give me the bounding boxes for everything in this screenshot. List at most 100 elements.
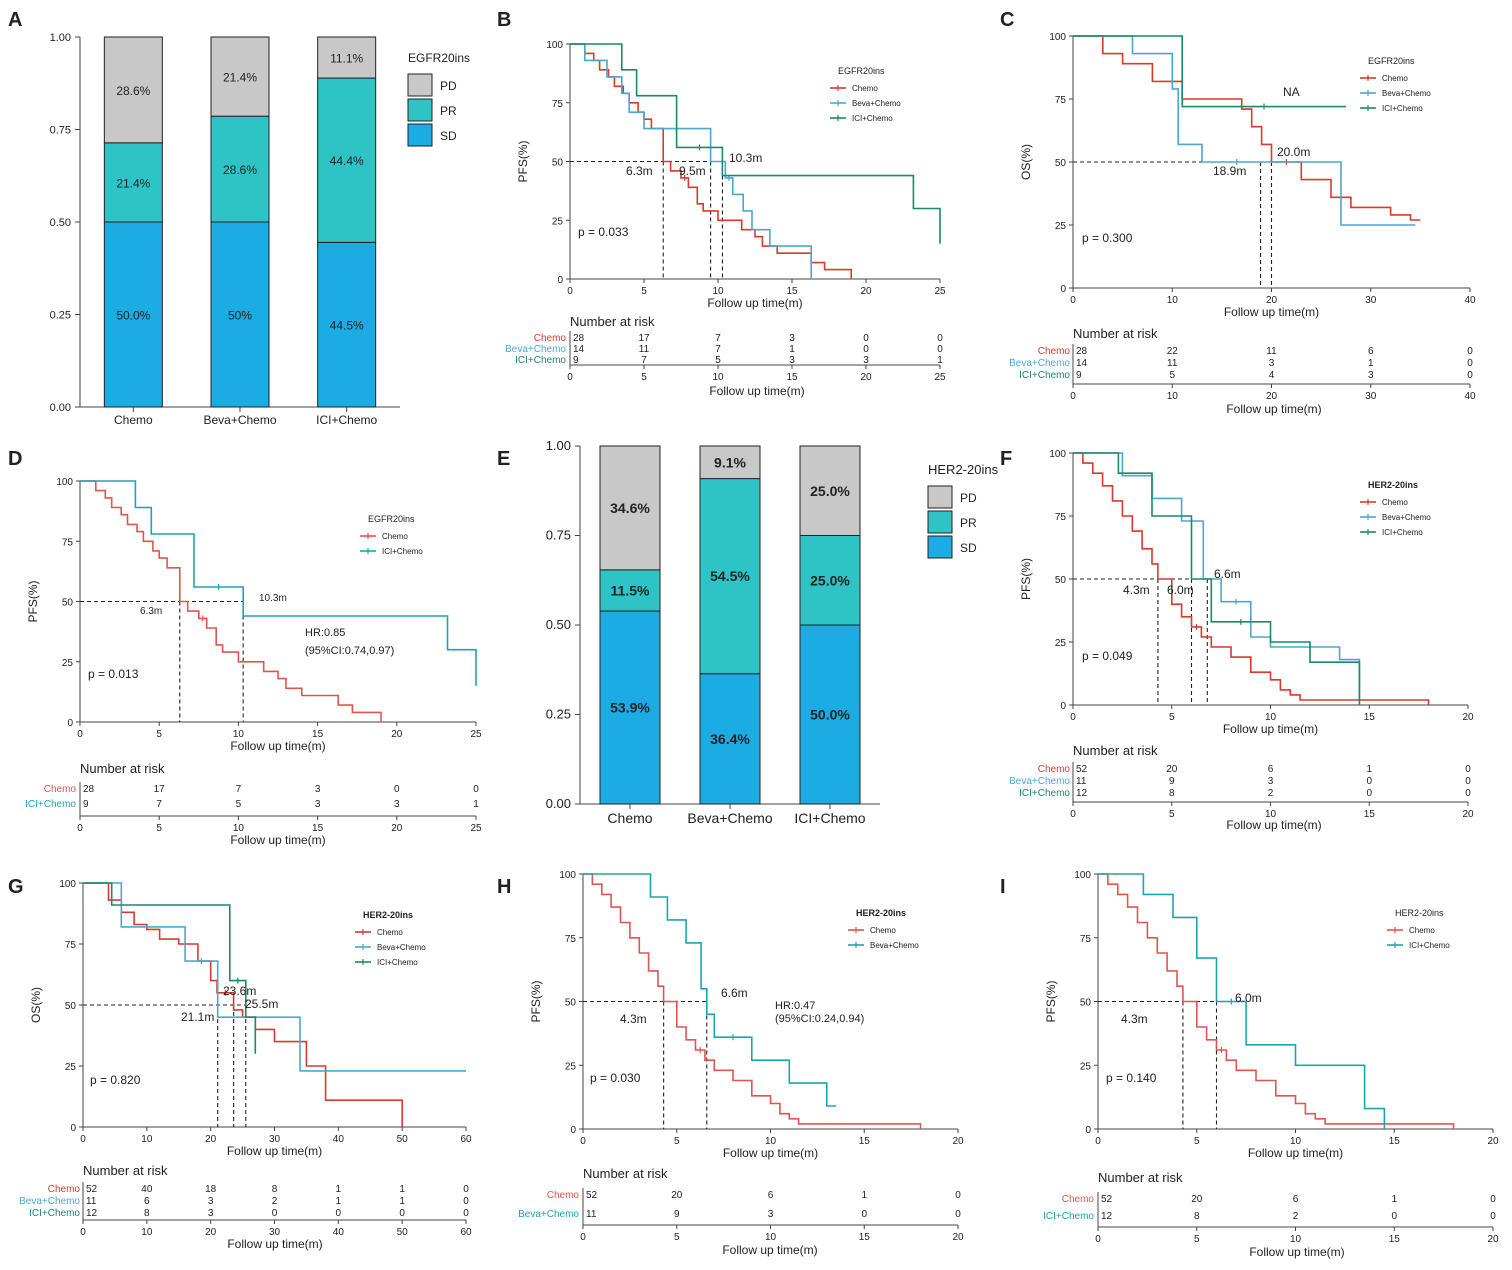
data-label: 11.5%	[611, 582, 650, 598]
risk-value: 0	[937, 333, 943, 344]
risk-value: 2	[1293, 1211, 1299, 1222]
x-tick-label: Beva+Chemo	[203, 413, 276, 427]
risk-tick-label: 40	[1464, 391, 1476, 402]
risk-value: 52	[1101, 1194, 1113, 1205]
risk-row-label: ICI+Chemo	[515, 355, 566, 366]
risk-tick-label: 50	[397, 1227, 409, 1238]
legend-swatch	[927, 485, 953, 509]
risk-tick-label: 10	[233, 823, 245, 834]
x-tick-label: 15	[1389, 1136, 1401, 1147]
y-tick-label: 100	[59, 879, 76, 890]
x-tick-label: 0	[80, 1134, 86, 1145]
risk-value: 0	[1391, 1211, 1397, 1222]
risk-tick-label: 10	[765, 1232, 777, 1243]
x-tick-label: 5	[641, 286, 647, 297]
x-tick-label: 0	[1070, 295, 1076, 306]
risk-value: 0	[1490, 1194, 1496, 1205]
x-axis-label: Follow up time(m)	[227, 1144, 322, 1158]
data-label: 50%	[228, 309, 252, 323]
risk-value: 8	[144, 1208, 150, 1219]
y-tick-label: 0	[1085, 1125, 1091, 1136]
bar-pr	[699, 478, 761, 675]
risk-tick-label: 20	[1487, 1234, 1499, 1245]
y-tick-label: 0	[67, 718, 73, 729]
p-value: p = 0.033	[578, 225, 629, 239]
x-tick-label: 25	[934, 286, 946, 297]
bar-pr	[317, 77, 377, 243]
data-label: 50.0%	[810, 707, 850, 723]
y-tick-label: 0	[70, 1123, 76, 1134]
km-curve-ici-chemo	[1073, 452, 1361, 705]
legend-swatch	[927, 535, 953, 559]
x-tick-label: 50	[397, 1134, 409, 1145]
median-annotation: 18.9m	[1213, 164, 1246, 178]
risk-value: 9	[1169, 776, 1175, 787]
x-tick-label: 10	[1290, 1136, 1302, 1147]
x-tick-label: 15	[786, 286, 798, 297]
x-tick-label: ICI+Chemo	[316, 413, 377, 427]
x-tick-label: 10	[141, 1134, 153, 1145]
risk-value: 20	[1166, 764, 1178, 775]
risk-value: 3	[1268, 776, 1274, 787]
risk-tick-label: 0	[567, 372, 573, 383]
y-axis-label: PFS(%)	[26, 580, 40, 622]
risk-table-title: Number at risk	[1098, 1170, 1183, 1185]
risk-table-title: Number at risk	[1073, 326, 1158, 341]
km-curve-chemo	[80, 480, 382, 722]
km-curve-beva-chemo	[583, 873, 837, 1107]
risk-row-label: Beva+Chemo	[19, 1196, 80, 1207]
panel-E: E 0.00 0.25 0.50 0.75 1.00 53.9% 11.5% 34.6% Chem…	[497, 438, 999, 826]
median-annotation: 4.3m	[620, 1012, 647, 1026]
risk-value: 6	[1368, 346, 1374, 357]
risk-value: 0	[863, 344, 869, 355]
panel-label: I	[1000, 876, 1006, 898]
x-tick-label: 10	[1167, 295, 1179, 306]
data-label: 21.4%	[223, 71, 257, 85]
y-tick-label: 75	[62, 537, 74, 548]
panel-A: A 0.00 0.25 0.50 0.75 1.00 50.0% 21.4% 28.6% Chem…	[8, 9, 470, 427]
risk-value: 1	[336, 1184, 342, 1195]
risk-value: 12	[86, 1208, 98, 1219]
p-value: p = 0.300	[1082, 231, 1133, 245]
median-annotation: 20.0m	[1277, 145, 1310, 159]
y-axis-label: PFS(%)	[516, 140, 530, 182]
bar-sd	[210, 221, 270, 408]
risk-value: 20	[671, 1190, 683, 1201]
y-tick-label: 0	[1060, 701, 1066, 712]
risk-tick-label: 20	[952, 1232, 964, 1243]
y-tick-label: 0	[1060, 284, 1066, 295]
km-curve-chemo	[1073, 35, 1421, 221]
bar-pd	[103, 36, 163, 144]
y-tick-label: 50	[1055, 158, 1067, 169]
legend-title: EGFR20ins	[838, 66, 885, 76]
legend-title: HER2-20ins	[1395, 908, 1444, 918]
x-tick-label: 0	[77, 729, 83, 740]
p-value: p = 0.049	[1082, 649, 1133, 663]
risk-x-axis-label: Follow up time(m)	[227, 1237, 322, 1251]
risk-tick-label: 20	[205, 1227, 217, 1238]
x-tick-label: Beva+Chemo	[687, 810, 772, 826]
data-label: 34.6%	[610, 500, 650, 516]
x-tick-label: 25	[470, 729, 482, 740]
y-tick-label: 0.25	[546, 707, 571, 722]
p-value: p = 0.013	[88, 667, 139, 681]
risk-value: 5	[715, 355, 721, 366]
legend-swatch	[407, 123, 433, 147]
y-tick-label: 0.25	[50, 310, 71, 322]
risk-value: 6	[1268, 764, 1274, 775]
risk-value: 1	[399, 1184, 405, 1195]
bar-pd	[699, 445, 761, 480]
panel-label: H	[497, 876, 511, 898]
risk-value: 0	[336, 1208, 342, 1219]
hr-annotation: (95%CI:0.24,0.94)	[775, 1013, 864, 1025]
legend-title: HER2-20ins	[856, 908, 906, 918]
risk-tick-label: 10	[1290, 1234, 1302, 1245]
risk-value: 11	[1076, 776, 1087, 787]
x-tick-label: 10	[712, 286, 724, 297]
